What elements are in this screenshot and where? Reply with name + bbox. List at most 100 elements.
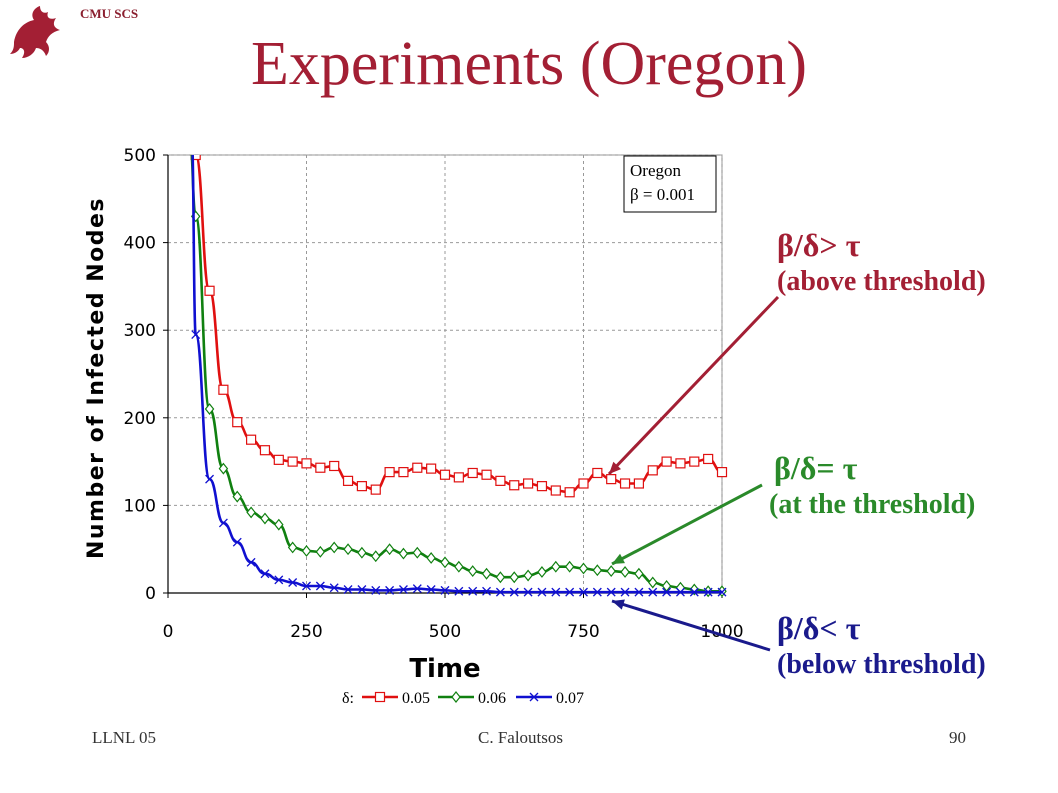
data-point — [315, 581, 325, 591]
data-point — [370, 550, 381, 563]
x-tick-label: 500 — [429, 622, 461, 642]
data-point-stroke — [385, 585, 395, 595]
data-point — [218, 518, 228, 528]
data-point-stroke — [288, 578, 298, 587]
data-point — [620, 587, 630, 597]
data-point-stroke — [412, 584, 422, 594]
gridlines — [168, 154, 723, 593]
data-point — [232, 417, 243, 428]
data-point — [384, 467, 395, 478]
data-point — [204, 403, 215, 416]
data-point — [451, 691, 461, 703]
data-point — [647, 576, 658, 589]
data-point — [703, 453, 714, 465]
annotation-arrow — [611, 599, 771, 652]
x-tick-label: 0 — [163, 622, 174, 642]
y-tick-label: 0 — [145, 584, 156, 604]
annotation-above-math: β/δ> τ — [777, 227, 861, 263]
data-point — [634, 567, 644, 580]
data-point — [232, 490, 243, 503]
data-point-stroke — [717, 587, 727, 597]
slide-title: Experiments (Oregon) — [250, 30, 808, 98]
data-point-stroke — [689, 587, 699, 597]
data-point — [565, 587, 575, 597]
x-tick-label: 750 — [567, 622, 599, 642]
data-point-stroke — [302, 581, 311, 591]
data-point — [468, 586, 478, 596]
annotation-arrow — [607, 295, 780, 476]
footer-right: 90 — [949, 728, 966, 747]
data-point — [385, 585, 395, 595]
data-point-stroke — [606, 587, 616, 597]
data-point — [606, 474, 617, 485]
inset-box: Oregon β = 0.001 — [623, 155, 717, 213]
data-point — [246, 506, 256, 519]
data-point — [426, 551, 436, 564]
data-point — [592, 467, 603, 479]
data-point — [371, 585, 381, 595]
data-point — [370, 484, 381, 495]
data-point — [191, 330, 201, 340]
data-point-stroke — [703, 587, 713, 597]
data-point — [259, 445, 271, 456]
arrow-head — [609, 461, 622, 474]
data-point-stroke — [218, 518, 228, 528]
data-point — [662, 587, 672, 597]
y-tick-label: 200 — [124, 409, 156, 429]
data-point — [467, 467, 478, 479]
inset-frame — [623, 155, 717, 213]
data-point — [578, 562, 589, 575]
data-point — [412, 584, 422, 594]
annotation-arrow — [611, 483, 763, 566]
legend-label: 0.06 — [478, 690, 506, 707]
data-point-stroke — [260, 569, 270, 579]
data-point — [675, 458, 686, 469]
data-point — [273, 454, 284, 465]
data-point — [509, 480, 520, 491]
data-point — [232, 537, 242, 547]
data-point — [703, 587, 713, 597]
data-point-stroke — [634, 587, 644, 597]
legend: δ: 0.05 0.06 0.07 — [342, 690, 584, 707]
data-point — [218, 384, 229, 395]
data-point — [412, 462, 423, 473]
data-point — [536, 481, 548, 492]
data-point — [481, 567, 492, 580]
data-point — [288, 578, 298, 587]
data-point — [412, 546, 423, 559]
data-point — [717, 587, 727, 597]
data-point — [302, 581, 311, 591]
annotation-arrows — [607, 295, 780, 652]
annotation-at-math: β/δ= τ — [774, 450, 858, 486]
arrow-head — [612, 553, 625, 564]
data-point — [356, 481, 367, 492]
data-point — [374, 691, 386, 703]
data-point — [467, 565, 478, 578]
data-point — [301, 458, 312, 469]
data-point-stroke — [426, 585, 436, 594]
data-point — [315, 545, 326, 558]
data-point — [329, 460, 340, 472]
data-point — [357, 546, 367, 559]
data-point-stroke — [205, 474, 215, 484]
data-point — [675, 587, 685, 597]
data-point-stroke — [648, 587, 658, 597]
data-point — [440, 556, 450, 569]
data-point-stroke — [620, 587, 630, 597]
annotation-below: β/δ< τ (below threshold) — [777, 610, 986, 681]
data-point-stroke — [523, 587, 533, 597]
data-point — [329, 541, 339, 554]
legend-prefix: δ: — [342, 690, 354, 707]
footer-left: LLNL 05 — [92, 728, 157, 747]
data-point — [495, 571, 506, 584]
data-point-stroke — [343, 585, 353, 594]
data-point — [606, 565, 616, 578]
y-tick-label: 100 — [124, 496, 156, 516]
arrow-head — [612, 599, 625, 610]
y-axis-title: Number of Infected Nodes — [84, 197, 109, 559]
data-point — [495, 587, 505, 597]
data-point — [218, 462, 229, 475]
data-point-stroke — [579, 587, 588, 597]
data-point — [550, 485, 561, 496]
data-point — [343, 585, 353, 594]
